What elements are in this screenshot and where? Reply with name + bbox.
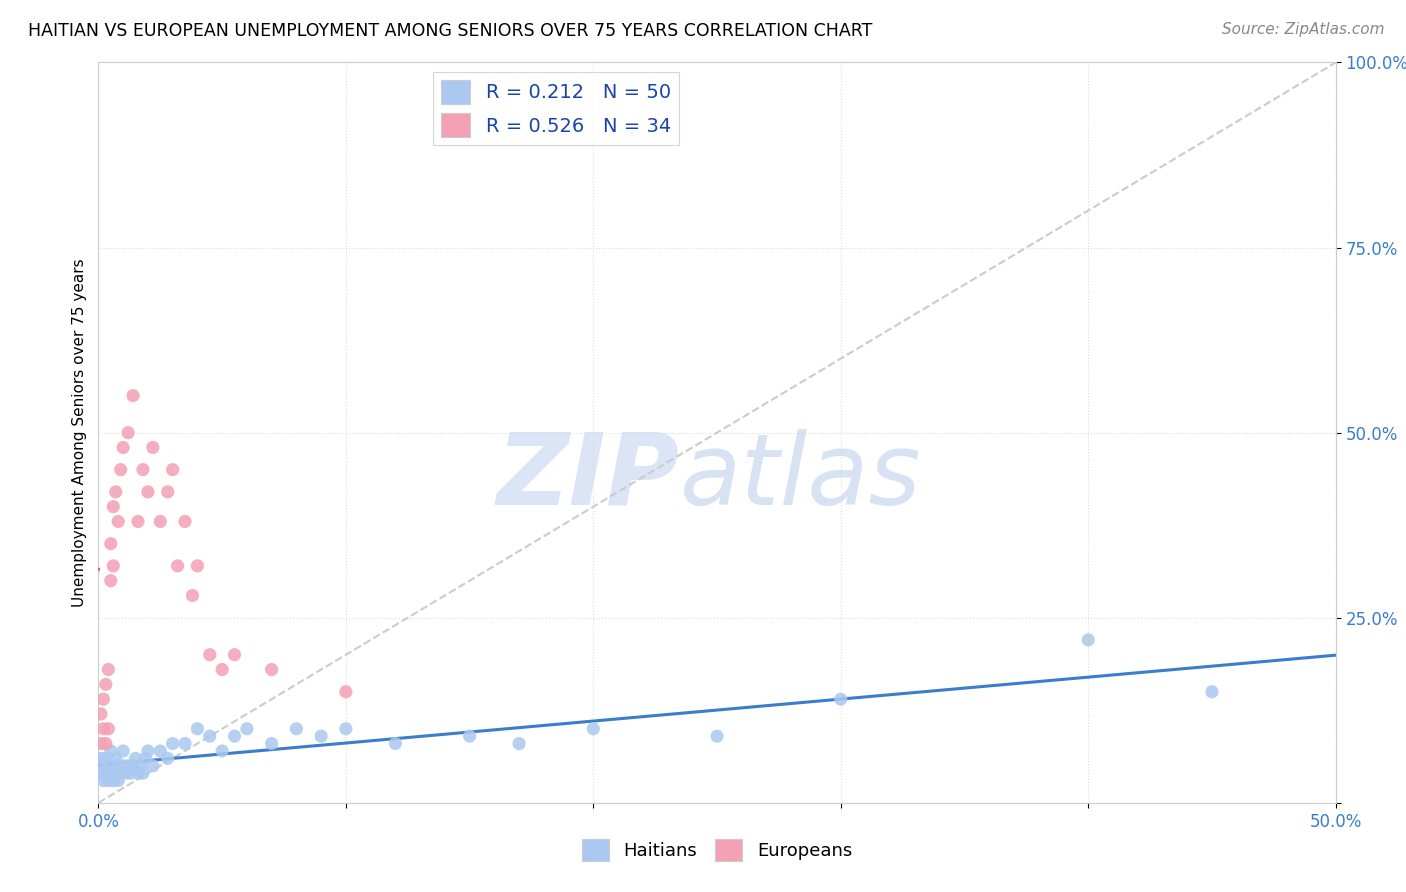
Point (335, 685, 357, 699)
Point (186, 558, 208, 573)
Point (384, 737, 406, 751)
Point (94, 737, 117, 751)
Point (166, 558, 188, 573)
Point (156, 751, 179, 765)
Point (104, 751, 127, 765)
Point (100, 536, 122, 550)
Point (186, 722, 208, 736)
Point (260, 663, 283, 677)
Point (706, 729, 728, 743)
Point (1077, 632, 1099, 647)
Point (90, 706, 112, 721)
Point (107, 773, 129, 788)
Point (114, 766, 136, 780)
Point (156, 484, 179, 499)
Point (122, 758, 145, 772)
Text: atlas: atlas (681, 428, 921, 525)
Point (93, 722, 115, 736)
Point (100, 766, 122, 780)
Point (104, 766, 127, 780)
Point (162, 462, 184, 476)
Point (830, 692, 852, 706)
Point (110, 766, 132, 780)
Point (136, 484, 159, 499)
Point (149, 744, 172, 758)
Legend: Haitians, Europeans: Haitians, Europeans (575, 831, 859, 868)
Point (174, 737, 197, 751)
Point (198, 729, 221, 743)
Point (97, 758, 120, 772)
Point (132, 766, 155, 780)
Point (90, 737, 112, 751)
Point (142, 441, 165, 455)
Point (198, 648, 221, 662)
Point (90, 751, 112, 765)
Point (103, 773, 125, 788)
Text: Source: ZipAtlas.com: Source: ZipAtlas.com (1222, 22, 1385, 37)
Point (211, 663, 233, 677)
Point (117, 758, 139, 772)
Y-axis label: Unemployment Among Seniors over 75 years: Unemployment Among Seniors over 75 years (72, 259, 87, 607)
Point (142, 758, 165, 772)
Point (120, 766, 142, 780)
Point (103, 500, 125, 514)
Point (100, 744, 122, 758)
Point (211, 744, 233, 758)
Point (309, 729, 332, 743)
Point (136, 744, 159, 758)
Point (112, 758, 135, 772)
Point (260, 737, 283, 751)
Point (110, 462, 132, 476)
Point (117, 425, 139, 440)
Point (112, 441, 135, 455)
Point (94, 677, 117, 691)
Point (122, 388, 145, 402)
Point (97, 773, 120, 788)
Point (107, 758, 129, 772)
Point (1201, 685, 1223, 699)
Point (224, 648, 246, 662)
Text: ZIP: ZIP (496, 428, 681, 525)
Point (224, 729, 246, 743)
Point (97, 663, 120, 677)
Point (127, 766, 149, 780)
Point (508, 737, 530, 751)
Point (93, 692, 115, 706)
Point (90, 766, 112, 780)
Point (94, 766, 117, 780)
Point (104, 484, 127, 499)
Text: HAITIAN VS EUROPEAN UNEMPLOYMENT AMONG SENIORS OVER 75 YEARS CORRELATION CHART: HAITIAN VS EUROPEAN UNEMPLOYMENT AMONG S… (28, 22, 873, 40)
Point (149, 515, 172, 529)
Point (124, 751, 146, 765)
Point (285, 722, 308, 736)
Point (94, 751, 117, 765)
Point (127, 515, 149, 529)
Point (458, 729, 481, 743)
Point (162, 737, 184, 751)
Point (103, 558, 125, 573)
Point (107, 515, 129, 529)
Point (97, 722, 120, 736)
Point (100, 574, 122, 588)
Point (132, 462, 155, 476)
Point (335, 722, 357, 736)
Point (174, 515, 197, 529)
Point (582, 722, 605, 736)
Point (236, 722, 259, 736)
Point (134, 751, 156, 765)
Point (112, 744, 135, 758)
Point (93, 758, 115, 772)
Point (93, 773, 115, 788)
Point (181, 589, 204, 603)
Point (129, 758, 152, 772)
